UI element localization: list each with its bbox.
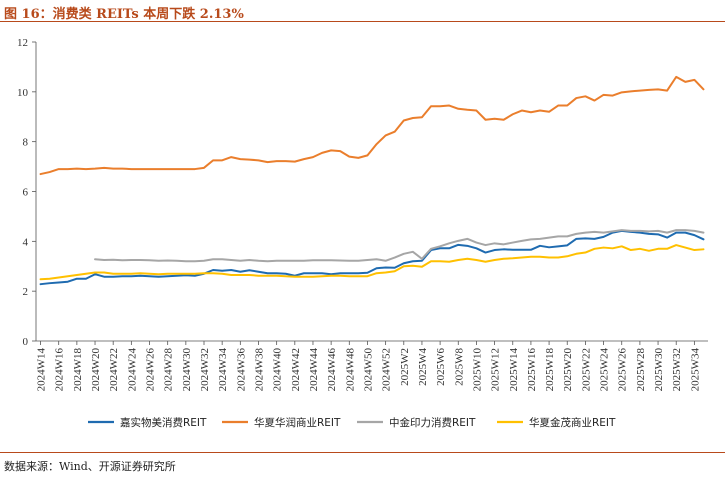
x-tick-label: 2025W8: [453, 348, 465, 386]
y-tick-label: 8: [23, 137, 29, 149]
x-tick-label: 2024W40: [272, 348, 284, 392]
figure-title: 图 16：消费类 REITs 本周下跌 2.13%: [4, 7, 244, 22]
x-tick-label: 2025W20: [562, 348, 574, 392]
x-tick-label: 2024W24: [126, 348, 138, 392]
x-tick-label: 2025W24: [599, 348, 611, 392]
x-tick-label: 2024W52: [381, 348, 393, 391]
x-tick-label: 2024W14: [36, 348, 48, 392]
x-tick-label: 2025W26: [617, 348, 629, 392]
line-chart: 0 2 4 6 8 10 12 2024W14 2024W16 2024W18 2024W20 20…: [17, 37, 708, 429]
x-tick-label: 2025W4: [417, 348, 429, 386]
x-tick-label: 2025W2: [399, 348, 411, 386]
series-line-2: [39, 75, 705, 176]
legend-label-2: 华夏华润商业REIT: [254, 416, 341, 429]
x-tick-label: 2025W6: [435, 348, 447, 386]
x-tick-label: 2025W10: [471, 348, 483, 392]
y-tick-label: 2: [23, 286, 29, 298]
x-tick-label: 2024W50: [362, 348, 374, 392]
legend-label-1: 嘉实物美消费REIT: [120, 416, 207, 429]
x-tick-label: 2025W22: [580, 348, 592, 391]
x-tick-label: 2024W42: [290, 348, 302, 391]
x-tick-label: 2024W20: [90, 348, 102, 392]
x-tick-label: 2025W30: [653, 348, 665, 392]
title-rule: [0, 21, 725, 22]
y-tick-label: 10: [17, 87, 29, 99]
x-tick-label: 2024W34: [217, 348, 229, 392]
x-tick-label: 2025W18: [544, 348, 556, 392]
x-tick-label: 2024W44: [308, 348, 320, 392]
x-tick-label: 2024W36: [235, 348, 247, 392]
legend-label-3: 中金印力消费REIT: [389, 416, 476, 429]
x-tick-label: 2025W16: [526, 348, 538, 392]
x-tick-label: 2025W14: [508, 348, 520, 392]
y-tick-label: 6: [23, 187, 29, 199]
y-tick-label: 4: [23, 236, 29, 248]
x-tick-label: 2024W32: [199, 348, 211, 391]
legend-label-4: 华夏金茂商业REIT: [529, 416, 616, 429]
x-tick-label: 2025W34: [689, 348, 701, 392]
y-tick-label: 0: [23, 336, 29, 348]
x-tick-label: 2024W46: [326, 348, 338, 392]
source-note: 数据来源：Wind、开源证券研究所: [4, 460, 176, 473]
x-tick-label: 2024W16: [54, 348, 66, 392]
source-rule: [0, 452, 725, 453]
x-tick-label: 2024W26: [145, 348, 157, 392]
series-line-3: [94, 229, 705, 263]
x-tick-label: 2024W22: [108, 348, 120, 391]
y-tick-label: 12: [17, 37, 28, 49]
x-tick-label: 2024W30: [181, 348, 193, 392]
series-line-1: [39, 229, 705, 286]
series-line-4: [39, 244, 705, 281]
x-tick-label: 2025W12: [490, 348, 502, 391]
x-tick-label: 2025W28: [635, 348, 647, 392]
x-tick-label: 2024W28: [163, 348, 175, 392]
x-tick-label: 2024W48: [344, 348, 356, 392]
x-tick-label: 2024W18: [72, 348, 84, 392]
x-tick-label: 2025W32: [671, 348, 683, 391]
x-tick-label: 2024W38: [253, 348, 265, 392]
